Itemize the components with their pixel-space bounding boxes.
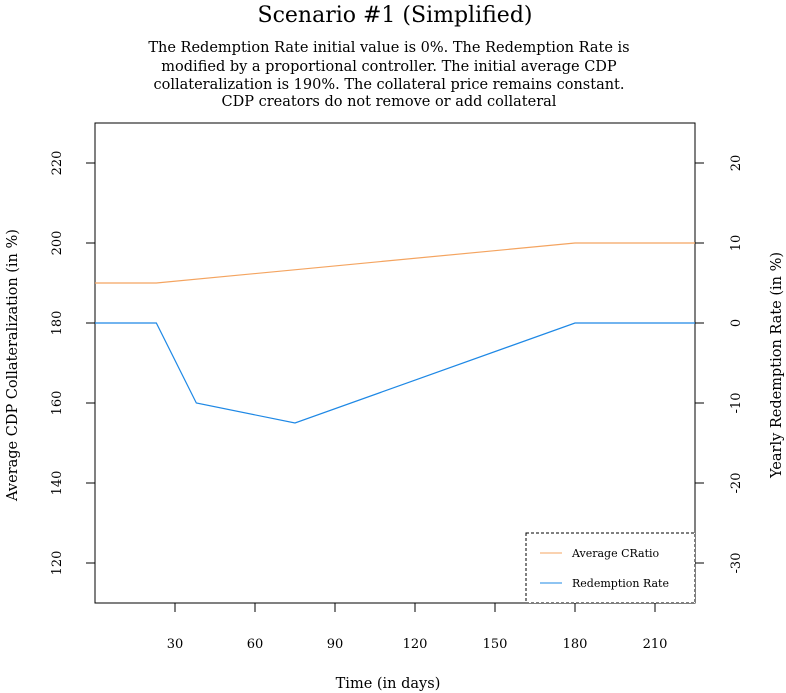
- left-y-axis: 120 140 160 180 200 220: [50, 151, 95, 576]
- x-tick-label: 90: [327, 637, 344, 652]
- left-y-tick-label: 180: [50, 311, 65, 336]
- left-y-tick-label: 200: [50, 231, 65, 256]
- x-axis-label: Time (in days): [336, 676, 441, 692]
- chart-subtitle-line-4: CDP creators do not remove or add collat…: [222, 94, 557, 110]
- plot-area-frame: [94, 122, 696, 604]
- legend: Average CRatio Redemption Rate: [525, 532, 696, 604]
- series-line-average-cratio: [95, 242, 695, 284]
- left-y-tick-label: 140: [50, 471, 65, 496]
- chart-subtitle-line-3: collateralization is 190%. The collatera…: [154, 77, 625, 93]
- right-y-axis: -30 -20 -10 0 10 20: [695, 155, 744, 574]
- x-axis: 30 60 90 120 150 180 210: [167, 603, 668, 652]
- x-tick-label: 120: [403, 637, 428, 652]
- x-tick-label: 210: [643, 637, 668, 652]
- right-y-axis-label: Yearly Redemption Rate (in %): [769, 252, 785, 479]
- x-tick-label: 30: [167, 637, 184, 652]
- legend-label-redemption-rate: Redemption Rate: [572, 577, 669, 590]
- x-tick-label: 150: [483, 637, 508, 652]
- right-y-tick-label: -20: [729, 473, 744, 494]
- chart-subtitle-line-1: The Redemption Rate initial value is 0%.…: [148, 40, 629, 56]
- right-y-tick-label: 0: [729, 319, 744, 327]
- x-tick-label: 180: [563, 637, 588, 652]
- series-line-redemption-rate: [95, 322, 695, 424]
- series-layer: [95, 242, 695, 424]
- chart-title: Scenario #1 (Simplified): [258, 3, 533, 28]
- legend-label-average-cratio: Average CRatio: [571, 547, 660, 560]
- left-y-tick-label: 220: [50, 151, 65, 176]
- left-y-tick-label: 120: [50, 551, 65, 576]
- legend-box: [525, 532, 696, 604]
- left-y-tick-label: 160: [50, 391, 65, 416]
- x-tick-label: 60: [247, 637, 264, 652]
- left-y-axis-label: Average CDP Collateralization (in %): [5, 229, 21, 502]
- right-y-tick-label: -10: [729, 393, 744, 414]
- right-y-tick-label: -30: [729, 553, 744, 574]
- right-y-tick-label: 20: [729, 155, 744, 172]
- chart-subtitle-line-2: modified by a proportional controller. T…: [161, 59, 617, 75]
- right-y-tick-label: 10: [729, 235, 744, 252]
